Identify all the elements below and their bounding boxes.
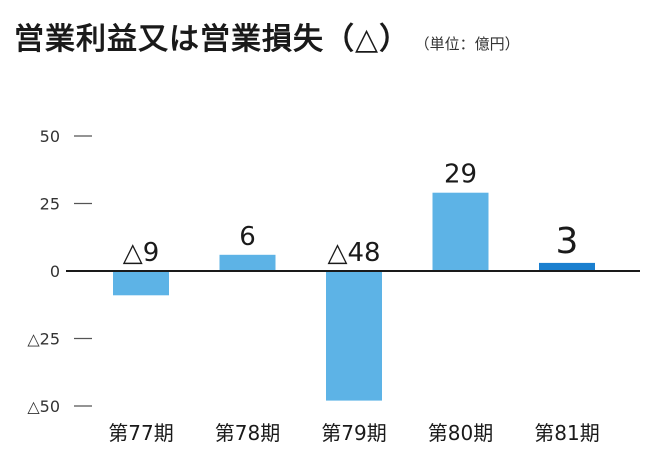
data-label: 29 <box>444 160 477 190</box>
bar <box>113 271 169 296</box>
data-label: △9 <box>123 238 160 268</box>
x-tick-label: 第81期 <box>534 421 599 445</box>
chart-title: 営業利益又は営業損失（△） <box>14 22 411 57</box>
unit-label: （単位：億円） <box>422 35 520 53</box>
bar <box>539 262 595 271</box>
data-label: 3 <box>556 221 579 262</box>
x-tick-label: 第80期 <box>428 421 493 445</box>
y-tick-label: △50 <box>27 397 60 416</box>
chart-header: 営業利益又は営業損失（△） （単位：億円） <box>14 14 520 64</box>
y-tick-label: 25 <box>40 195 60 214</box>
x-tick-label: 第79期 <box>321 421 386 445</box>
y-tick-label: △25 <box>27 330 60 349</box>
x-tick-label: 第77期 <box>108 421 173 445</box>
y-tick-label: 0 <box>50 262 60 281</box>
bar <box>432 192 489 271</box>
bar <box>219 254 276 271</box>
x-tick-label: 第78期 <box>215 421 280 445</box>
bar <box>326 271 382 401</box>
data-label: 6 <box>239 222 256 252</box>
data-label: △48 <box>327 238 380 268</box>
y-tick-label: 50 <box>40 127 60 146</box>
